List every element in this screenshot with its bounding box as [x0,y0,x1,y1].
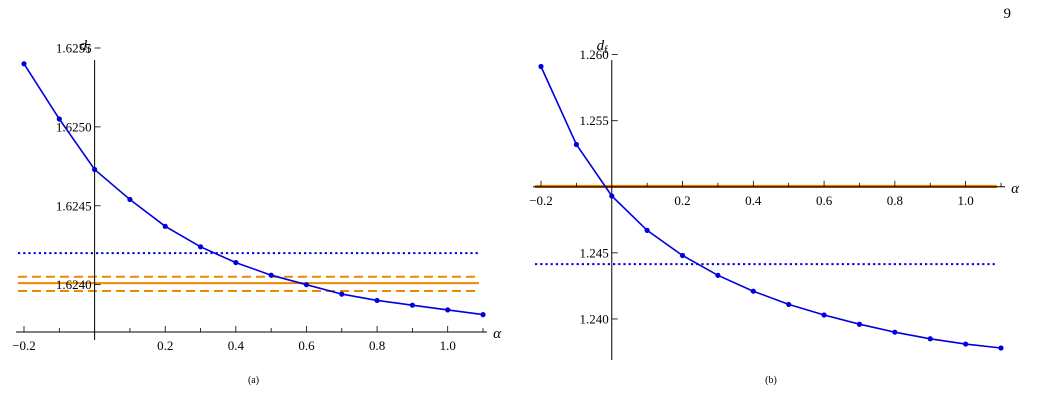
x-tick-label: 0.4 [228,338,245,353]
data-point [127,196,133,203]
y-axis-label: df [597,38,609,56]
y-axis-label-subscript: f [87,44,91,56]
y-axis-label: df [79,38,91,56]
x-tick-label: 0.8 [887,193,903,208]
data-point [445,307,451,313]
x-tick-label: 0.2 [674,193,690,208]
data-point [609,193,615,199]
data-point [573,141,579,148]
data-point [821,312,827,318]
data-point [162,223,168,229]
data-point [679,252,686,259]
data-point [715,272,721,278]
x-tick-label: −0.2 [529,193,553,208]
y-tick-label: 1.245 [580,245,609,260]
data-point [892,329,898,335]
data-point [339,291,345,297]
y-tick-label: 1.6240 [56,277,92,292]
data-point [409,302,415,308]
y-tick-label: 1.240 [580,311,609,326]
series-line-1 [23,63,484,316]
data-point [374,297,380,304]
chart-panel-1: −0.2 0.2 0.4 0.6 0.8 1.0 1.6240 1.6245 1.6250 1.6… [12,38,502,386]
x-tick-label: 1.0 [957,193,973,208]
x-tick-label: 0.6 [298,338,315,353]
series-line-1 [540,66,1002,349]
data-point [927,336,933,342]
chart-panel-2: −0.2 0.2 0.4 0.6 0.8 1.0 1.240 1.245 1.255 1.260 α… [529,38,1020,386]
panel-label: (b) [765,375,777,386]
x-tick-label: 0.6 [816,193,833,208]
x-tick-label: −0.2 [12,338,36,353]
data-point [963,341,969,347]
data-point [197,244,204,250]
data-point [998,345,1004,351]
x-tick-label: 0.8 [369,338,385,353]
y-tick-label: 1.6255 [56,41,92,56]
x-axis-label: α [493,326,502,342]
data-point [21,61,27,67]
data-point [480,312,486,318]
y-tick-label: 1.6245 [56,198,92,213]
data-point [750,288,756,294]
y-tick-label: 1.255 [580,113,609,128]
x-tick-label: 0.2 [157,338,173,353]
data-point [786,301,792,308]
data-point [92,166,98,173]
panel-label: (a) [248,375,259,386]
page-number: 9 [1003,6,1012,22]
x-tick-label: 0.4 [745,193,762,208]
y-tick-label: 1.6250 [56,119,92,134]
data-point [538,63,544,70]
data-point [233,259,239,266]
y-tick-label: 1.260 [580,47,609,62]
data-point [856,321,863,327]
y-axis-label-subscript: f [604,44,608,56]
data-point [644,227,650,233]
data-point [268,272,274,278]
data-point [303,282,310,288]
x-tick-label: 1.0 [440,338,456,353]
data-point [56,116,62,122]
x-axis-label: α [1011,181,1020,197]
